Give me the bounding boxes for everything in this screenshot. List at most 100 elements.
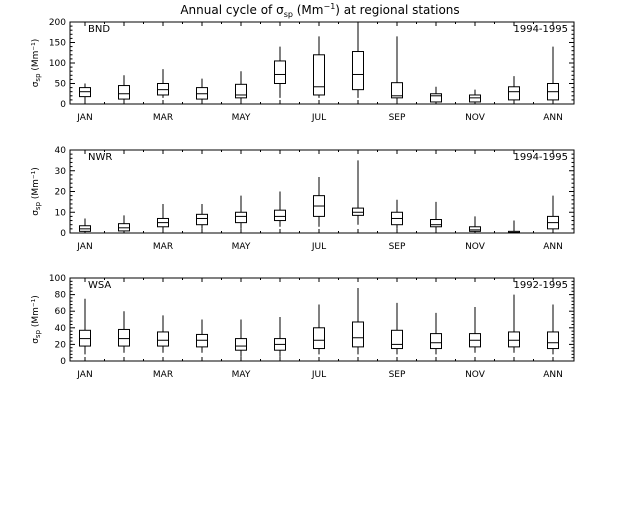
box-apr <box>196 78 208 102</box>
x-tick-label: SEP <box>389 113 406 123</box>
x-tick-label: JAN <box>76 242 92 252</box>
y-tick-label: 0 <box>60 229 66 239</box>
box-iqr <box>508 331 520 348</box>
box-aug <box>352 287 364 355</box>
box-feb <box>118 215 130 233</box>
box-jul <box>313 176 325 227</box>
y-tick-label: 80 <box>55 291 67 301</box>
box-nov <box>469 216 481 233</box>
x-tick-label: ANN <box>543 370 563 380</box>
x-tick-label: MAY <box>232 242 251 252</box>
box-jun <box>274 191 286 227</box>
station-label: BND <box>88 24 110 35</box>
period-label: 1994-1995 <box>513 24 568 35</box>
station-label: NWR <box>88 152 112 163</box>
box-jul <box>313 304 325 355</box>
y-tick-label: 60 <box>55 307 67 317</box>
y-tick-label: 20 <box>55 340 67 350</box>
plot-frame <box>69 277 575 362</box>
box-iqr <box>469 226 481 232</box>
box-may <box>235 71 247 102</box>
x-tick-label: ANN <box>543 242 563 252</box>
x-tick-label: JUL <box>311 370 326 380</box>
x-tick-label: JAN <box>76 113 92 123</box>
box-mar <box>157 203 169 231</box>
box-sep <box>391 199 403 229</box>
x-tick-label: SEP <box>389 242 406 252</box>
box-iqr <box>196 213 208 226</box>
x-tick-label: MAR <box>153 242 173 252</box>
box-iqr <box>235 83 247 99</box>
box-sep <box>391 302 403 355</box>
box-iqr <box>274 209 286 222</box>
box-jun <box>274 317 286 357</box>
box-iqr <box>547 331 559 350</box>
y-tick-label: 100 <box>49 59 66 69</box>
box-feb <box>118 75 130 102</box>
y-tick-label: 10 <box>55 208 67 218</box>
panel-bnd: 0 50 100 150 200 JAN MAR MAY JUL SEP NOV ANN BND 1994… <box>31 18 575 123</box>
y-tick-label: 40 <box>55 146 67 156</box>
box-iqr <box>430 333 442 350</box>
box-jan <box>79 218 91 233</box>
box-iqr <box>352 207 364 216</box>
y-tick-label: 150 <box>49 39 66 49</box>
x-tick-label: MAY <box>232 113 251 123</box>
box-iqr <box>118 85 130 100</box>
box-dec <box>508 294 520 353</box>
y-tick-label: 40 <box>55 324 67 334</box>
box-iqr <box>352 51 364 91</box>
box-iqr <box>157 331 169 347</box>
box-jun <box>274 46 286 98</box>
box-iqr <box>430 93 442 103</box>
box-iqr <box>235 338 247 351</box>
x-tick-label: MAR <box>153 370 173 380</box>
box-sep <box>391 36 403 102</box>
y-tick-label: 0 <box>60 100 66 110</box>
x-tick-label: NOV <box>465 113 486 123</box>
box-jul <box>313 36 325 98</box>
box-ann <box>547 195 559 232</box>
x-tick-label: NOV <box>465 242 486 252</box>
box-aug <box>352 160 364 225</box>
box-ann <box>547 46 559 103</box>
box-iqr <box>352 321 364 348</box>
box-oct <box>430 201 442 231</box>
y-axis-label: σsp (Mm⁻¹) <box>31 295 42 344</box>
plot-frame <box>69 149 575 234</box>
box-oct <box>430 86 442 104</box>
x-tick-label: JAN <box>76 370 92 380</box>
y-axis-label: σsp (Mm⁻¹) <box>31 167 42 216</box>
x-tick-label: MAR <box>153 113 173 123</box>
box-aug <box>352 25 364 98</box>
y-axis-label: σsp (Mm⁻¹) <box>31 39 42 88</box>
box-apr <box>196 319 208 353</box>
box-iqr <box>274 60 286 84</box>
x-tick-label: JUL <box>311 113 326 123</box>
box-apr <box>196 203 208 229</box>
box-dec <box>508 220 520 234</box>
station-label: WSA <box>88 280 111 291</box>
box-iqr <box>391 82 403 99</box>
box-may <box>235 195 247 229</box>
box-mar <box>157 315 169 353</box>
box-mar <box>157 69 169 98</box>
box-may <box>235 319 247 357</box>
x-tick-label: JUL <box>311 242 326 252</box>
y-tick-label: 20 <box>55 188 67 198</box>
figure-title: Annual cycle of σsp (Mm−1) at regional s… <box>180 2 459 19</box>
box-feb <box>118 311 130 353</box>
y-tick-label: 100 <box>49 274 66 284</box>
box-jan <box>79 83 91 101</box>
period-label: 1992-1995 <box>513 280 568 291</box>
box-iqr <box>469 94 481 103</box>
y-tick-label: 0 <box>60 357 66 367</box>
y-tick-label: 30 <box>55 167 67 177</box>
box-oct <box>430 312 442 355</box>
x-tick-label: ANN <box>543 113 563 123</box>
x-tick-label: SEP <box>389 370 406 380</box>
x-tick-label: NOV <box>465 370 486 380</box>
box-iqr <box>430 219 442 228</box>
